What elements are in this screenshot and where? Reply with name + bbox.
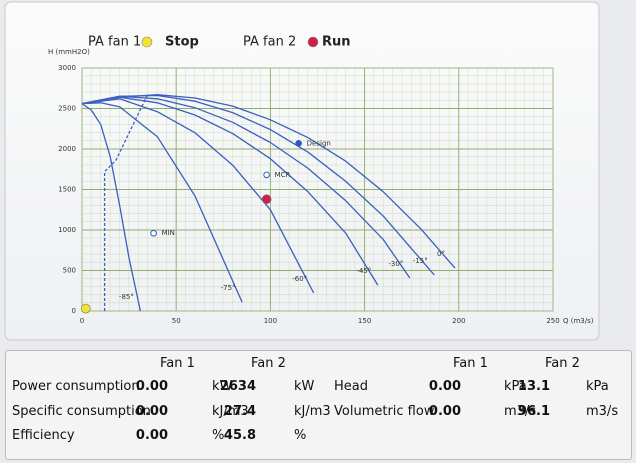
unit: kPa xyxy=(586,379,609,394)
chart: H (mmH2O) Q (m3/s) 050010001500200025003… xyxy=(4,1,600,341)
row-label: Volumetric flow xyxy=(334,403,435,419)
fan-curve xyxy=(81,98,315,294)
point-label: Design xyxy=(307,139,331,147)
column-header: Fan 1 xyxy=(453,356,488,371)
fan-curve xyxy=(81,103,142,312)
unit: m3/s xyxy=(586,403,619,419)
x-tick-label: 100 xyxy=(264,317,277,325)
unit: kPa xyxy=(504,379,527,394)
value: 0.00 xyxy=(135,428,168,443)
curve-label: -45° xyxy=(356,267,371,275)
column-header: Fan 2 xyxy=(251,356,286,371)
values-panel: Fan 1 Fan 2 Power consumption 0.00 kW 2634 kW S… xyxy=(5,350,632,460)
fan-status: Run xyxy=(322,35,351,50)
y-tick-label: 2000 xyxy=(58,145,76,153)
fan-curve xyxy=(81,94,435,276)
fan-name: PA fan 1 xyxy=(88,35,141,50)
column-header: Fan 1 xyxy=(160,356,195,371)
unit: kW xyxy=(212,379,233,394)
x-tick-label: 0 xyxy=(80,317,84,325)
column-header: Fan 2 xyxy=(545,356,580,371)
design-point xyxy=(150,229,157,237)
design-point xyxy=(295,140,302,147)
curve-label: -15° xyxy=(413,257,428,265)
row-label: Head xyxy=(334,379,368,394)
x-tick-label: 150 xyxy=(358,317,371,325)
row-label: Efficiency xyxy=(12,428,75,443)
fan-curve xyxy=(81,102,243,303)
value: 0.00 xyxy=(428,379,461,394)
y-tick-label: 3000 xyxy=(58,64,76,72)
value: 27.4 xyxy=(223,403,256,419)
unit: m3/s xyxy=(504,403,537,419)
row-label: Power consumption xyxy=(12,379,140,394)
y-tick-label: 2500 xyxy=(58,105,76,113)
curve-label: -85° xyxy=(119,293,134,301)
point-label: MCR xyxy=(275,171,291,179)
status-indicator xyxy=(141,36,153,48)
curve-label: -60° xyxy=(292,275,307,283)
design-point xyxy=(263,171,270,179)
y-tick-label: 1000 xyxy=(58,226,76,234)
y-tick-label: 1500 xyxy=(58,186,76,194)
y-axis-label: H (mmH2O) xyxy=(48,48,90,56)
unit: % xyxy=(212,428,225,443)
value: 13.1 xyxy=(517,379,550,394)
fan-curve xyxy=(81,95,411,279)
value: 2634 xyxy=(219,379,256,394)
value: 0.00 xyxy=(428,403,461,419)
unit: % xyxy=(294,428,307,443)
curve-label: -30° xyxy=(388,260,403,268)
x-tick-label: 200 xyxy=(452,317,465,325)
value: 96.1 xyxy=(517,403,550,419)
x-axis-label: Q (m3/s) xyxy=(563,317,594,325)
operating-point xyxy=(80,303,91,314)
fan-status: Stop xyxy=(165,35,199,50)
point-label: MIN xyxy=(162,229,175,237)
curve-label: 0° xyxy=(437,250,445,258)
unit: kW xyxy=(294,379,315,394)
fan-curve xyxy=(81,96,379,286)
operating-point xyxy=(261,194,272,205)
plot-frame xyxy=(81,67,554,312)
unit: kJ/m3 xyxy=(212,403,249,419)
y-tick-label: 500 xyxy=(63,267,76,275)
curve-label: -75° xyxy=(221,284,236,292)
value: 0.00 xyxy=(135,379,168,394)
status-indicator xyxy=(307,36,319,48)
x-tick-label: 250 xyxy=(546,317,559,325)
fan-name: PA fan 2 xyxy=(243,35,296,50)
y-tick-label: 0 xyxy=(72,307,76,315)
row-label: Specific consumption xyxy=(12,403,151,419)
x-tick-label: 50 xyxy=(172,317,181,325)
limit-line xyxy=(103,93,149,311)
unit: kJ/m3 xyxy=(294,403,331,419)
value: 0.00 xyxy=(135,403,168,419)
value: 45.8 xyxy=(223,428,256,443)
